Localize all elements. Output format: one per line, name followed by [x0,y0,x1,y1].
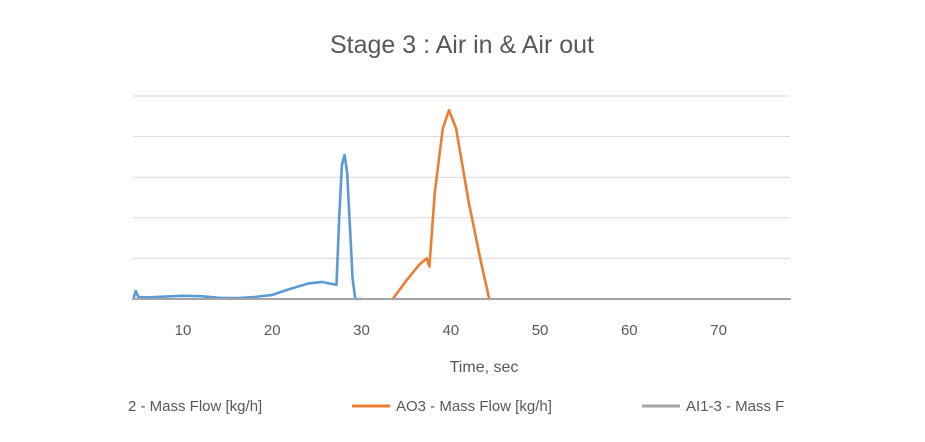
gridlines [133,95,790,300]
legend-label-1: 2 - Mass Flow [kg/h] [128,398,262,415]
x-tick-label: 10 [175,322,192,339]
x-tick-label: 60 [621,322,638,339]
legend: 2 - Mass Flow [kg/h] AO3 - Mass Flow [kg/… [128,398,784,415]
x-tick-label: 30 [353,322,370,339]
x-tick-label: 50 [532,322,549,339]
x-axis-label: Time, sec [450,359,519,376]
series-line-2 [391,108,491,301]
legend-label-2: AO3 - Mass Flow [kg/h] [396,398,552,415]
x-tick-label: 20 [264,322,281,339]
plot-series [132,108,791,301]
x-tick-label: 70 [710,322,727,339]
x-tick-label: 40 [442,322,459,339]
x-axis-ticks: 10 20 30 40 50 60 70 [175,322,727,339]
chart-title: Stage 3 : Air in & Air out [330,31,594,59]
series-line-1 [132,153,363,301]
legend-label-3: AI1-3 - Mass F [686,398,784,415]
